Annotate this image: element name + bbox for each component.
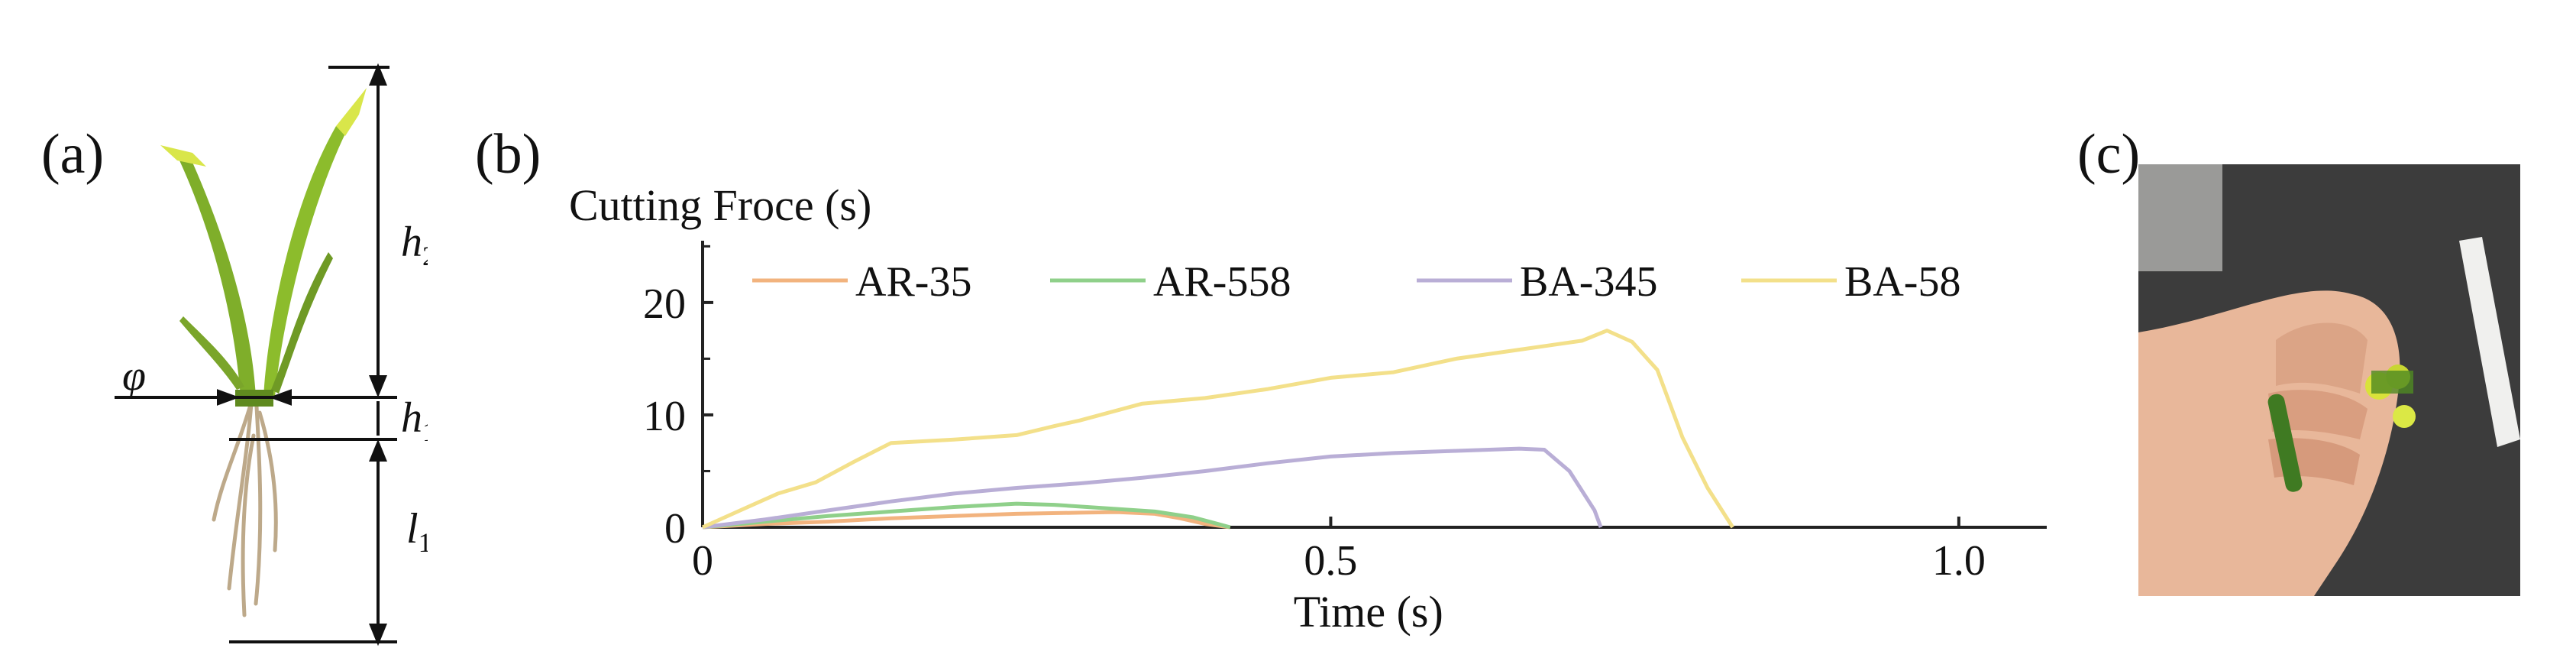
- series-line-ba-58: [701, 329, 1734, 530]
- legend-label-ba-345: BA-345: [1520, 258, 1657, 306]
- l1-label: l1: [406, 505, 428, 558]
- y-tick-label: 10: [643, 393, 686, 440]
- panel-label-c: (c): [2077, 123, 2141, 186]
- legend-label-ba-58: BA-58: [1844, 258, 1960, 306]
- seedling-diagram: φ h2 h1 l1: [115, 63, 428, 646]
- y-tick-label: 20: [643, 280, 686, 328]
- legend-label-ar-35: AR-35: [855, 258, 971, 306]
- h1-label: h1: [401, 394, 428, 447]
- x-tick-label: 0: [692, 537, 713, 585]
- y-axis-label: Cutting Froce (s): [569, 180, 871, 230]
- hand-holding-seedlings-photo: [2138, 164, 2520, 596]
- phi-label: φ: [122, 352, 146, 400]
- x-tick-label: 1.0: [1932, 537, 1986, 585]
- series-line-ba-345: [702, 446, 1603, 530]
- series-line-ar-35: [702, 510, 1231, 530]
- h2-label: h2: [401, 219, 428, 271]
- x-axis-label: Time (s): [1294, 587, 1443, 637]
- dimension-lines: [115, 63, 397, 646]
- root-system: [212, 391, 278, 617]
- leaves: [160, 88, 367, 407]
- series-line-ar-558: [702, 501, 1231, 530]
- panel-label-a: (a): [41, 123, 105, 186]
- y-tick-label: 0: [664, 505, 686, 552]
- panel-label-b: (b): [475, 123, 541, 186]
- legend-label-ar-558: AR-558: [1153, 258, 1291, 306]
- x-tick-label: 0.5: [1304, 537, 1357, 585]
